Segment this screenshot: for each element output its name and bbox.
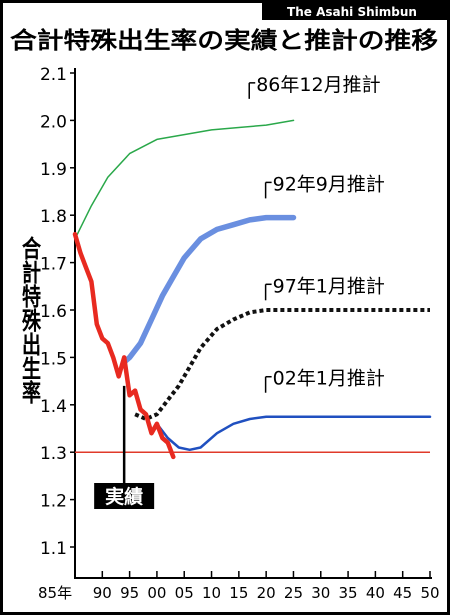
series-line-2: [134, 308, 430, 421]
x-tick-label: 25: [284, 584, 303, 602]
credit-banner: [262, 3, 447, 20]
x-tick-label: 00: [147, 584, 166, 602]
series-lines: [72, 119, 432, 460]
y-ticks: 1.1 1.2 1.3 1.4 1.5 1.6 1.7 1.8 1.9 2.0 2.1: [40, 65, 75, 559]
y-tick-label: 1.2: [40, 492, 67, 512]
x-tick-label: 90: [93, 584, 112, 602]
y-axis-label: 合計特殊出生率: [19, 234, 41, 405]
credit-text: The Asahi Shimbun: [287, 5, 417, 19]
y-tick-label: 1.7: [40, 255, 67, 275]
x-ticks: 85年 90 95 00 05 10 15 20 25 30 35 40 45 50: [38, 571, 440, 602]
series-label-2: 97年1月推計: [273, 275, 385, 297]
series-line-3: [155, 415, 432, 452]
x-tick-label: 10: [202, 584, 221, 602]
y-tick-label: 1.3: [40, 444, 67, 464]
series-label-3: 02年1月推計: [273, 368, 385, 390]
y-tick-label: 2.1: [40, 65, 67, 85]
x-tick-label: 85年: [38, 584, 72, 602]
chart-title: 合計特殊出生率の実績と推計の推移: [10, 27, 438, 54]
x-tick-label: 30: [311, 584, 330, 602]
x-tick-label: 45: [393, 584, 412, 602]
x-tick-label: 20: [257, 584, 276, 602]
actual-label-box: [94, 483, 155, 509]
series-line-1: [121, 214, 297, 365]
y-tick-label: 1.1: [40, 539, 67, 559]
y-tick-label: 2.0: [40, 112, 67, 132]
y-tick-label: 1.5: [40, 349, 67, 369]
y-tick-label: 1.8: [40, 207, 67, 227]
x-tick-label: 40: [366, 584, 385, 602]
series-label-0: 86年12月推計: [256, 74, 380, 96]
series-line-4: [72, 231, 176, 460]
x-tick-label: 05: [175, 584, 194, 602]
x-tick-label: 95: [120, 584, 139, 602]
y-tick-label: 1.9: [40, 160, 67, 180]
series-line-0: [74, 119, 295, 240]
series-label-4: 実績: [105, 485, 143, 508]
y-tick-label: 1.4: [40, 397, 67, 417]
y-tick-label: 1.6: [40, 302, 67, 322]
x-tick-label: 50: [420, 584, 439, 602]
x-tick-label: 35: [339, 584, 358, 602]
series-label-1: 92年9月推計: [273, 173, 385, 195]
x-tick-label: 15: [229, 584, 248, 602]
